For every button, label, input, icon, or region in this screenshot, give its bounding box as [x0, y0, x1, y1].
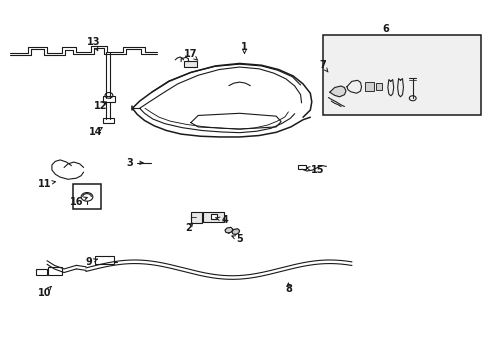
Text: 8: 8 [285, 284, 291, 294]
Bar [203, 212, 223, 222]
Bar [103, 96, 115, 102]
Text: 13: 13 [86, 37, 100, 47]
Bar [365, 82, 373, 91]
Text: 10: 10 [38, 288, 51, 298]
Text: 17: 17 [184, 49, 197, 59]
Text: 2: 2 [184, 224, 191, 233]
Text: 7: 7 [319, 60, 325, 70]
Bar [103, 118, 114, 123]
Bar [190, 212, 201, 223]
Text: 11: 11 [38, 179, 51, 189]
Text: 9: 9 [85, 257, 92, 267]
Bar [298, 165, 305, 169]
Bar [48, 267, 62, 275]
Bar [95, 256, 114, 264]
Text: 16: 16 [69, 197, 83, 207]
Bar [183, 60, 197, 67]
Text: 3: 3 [126, 158, 133, 168]
Polygon shape [231, 229, 239, 234]
Bar [73, 184, 101, 210]
Bar [36, 269, 47, 275]
Bar [322, 35, 480, 116]
Text: 14: 14 [89, 127, 102, 136]
Text: 4: 4 [221, 215, 228, 225]
Bar [375, 83, 381, 90]
Polygon shape [224, 227, 232, 233]
Text: 1: 1 [241, 42, 247, 52]
Text: 6: 6 [382, 24, 388, 35]
Bar [211, 215, 217, 220]
Text: 5: 5 [236, 234, 243, 244]
Polygon shape [329, 86, 345, 97]
Text: 12: 12 [94, 102, 107, 112]
Text: 15: 15 [310, 165, 324, 175]
